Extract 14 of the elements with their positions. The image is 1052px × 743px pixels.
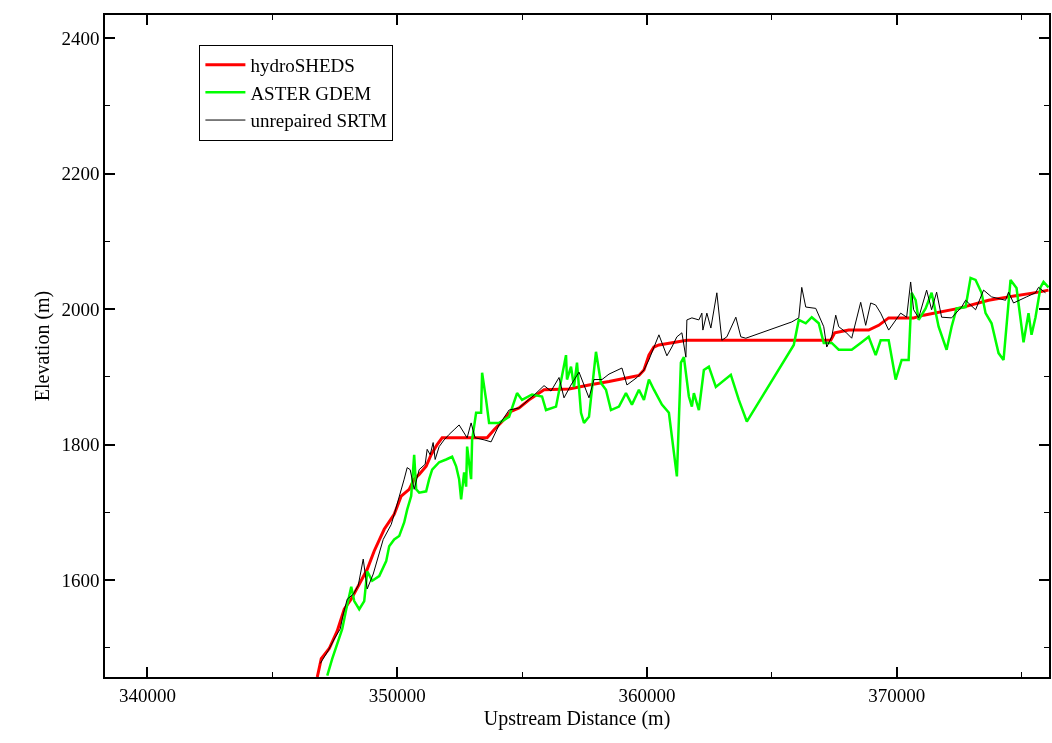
x-tick-label: 350000 (368, 684, 426, 706)
y-tick-label: 2000 (61, 298, 100, 320)
x-tick-label: 360000 (618, 684, 676, 706)
y-tick-label: 2400 (61, 27, 100, 49)
legend-label: hydroSHEDS (250, 55, 355, 77)
y-tick-label: 2200 (61, 163, 100, 185)
x-tick-label: 370000 (868, 684, 926, 706)
y-tick-label: 1600 (61, 569, 100, 591)
legend-label: unrepaired SRTM (250, 110, 388, 132)
x-tick-label: 340000 (118, 684, 176, 706)
y-tick-label: 1800 (61, 434, 100, 456)
x-axis-title: Upstream Distance (m) (483, 706, 671, 730)
y-axis-title: Elevation (m) (31, 290, 55, 402)
legend-label: ASTER GDEM (250, 82, 372, 104)
